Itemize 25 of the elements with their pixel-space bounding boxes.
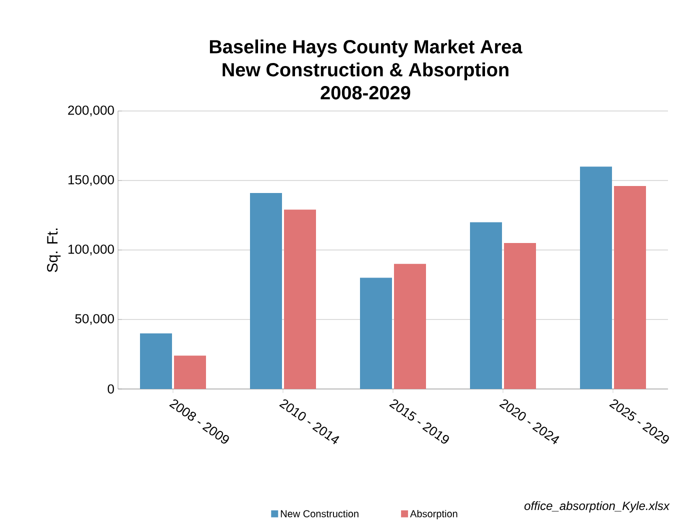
x-tick-label: 2025 - 2029 [609, 399, 669, 444]
y-tick-label: 200,000 [68, 106, 114, 116]
y-tick-label: 0 [108, 384, 114, 394]
text: office_absorption_Kyle.xlsx [524, 501, 670, 512]
y-tick-label: 100,000 [68, 244, 114, 256]
bar [140, 333, 172, 389]
bar [174, 356, 206, 389]
y-axis-title: Sq. Ft. [47, 228, 61, 272]
bar [250, 193, 282, 389]
bar [470, 222, 502, 389]
legend-label: New Construction [280, 510, 358, 518]
bar [614, 186, 646, 389]
legend-label: Absorption [410, 510, 458, 520]
x-tick-label: 2015 - 2019 [389, 399, 449, 444]
bar [504, 243, 536, 389]
x-tick-label: 2008 - 2009 [169, 399, 229, 444]
x-tick-label: 2010 - 2014 [279, 399, 340, 444]
chart-title: Baseline Hays County Market Area New Construction & Absorption 2008-2029 [210, 40, 522, 100]
bar [580, 166, 612, 389]
y-tick-label: 150,000 [68, 175, 114, 186]
y-tick-label: 50,000 [75, 314, 114, 325]
bar [284, 210, 316, 389]
bar [360, 278, 392, 389]
bar [394, 264, 426, 389]
x-tick-label: 2020 - 2024 [499, 399, 560, 444]
